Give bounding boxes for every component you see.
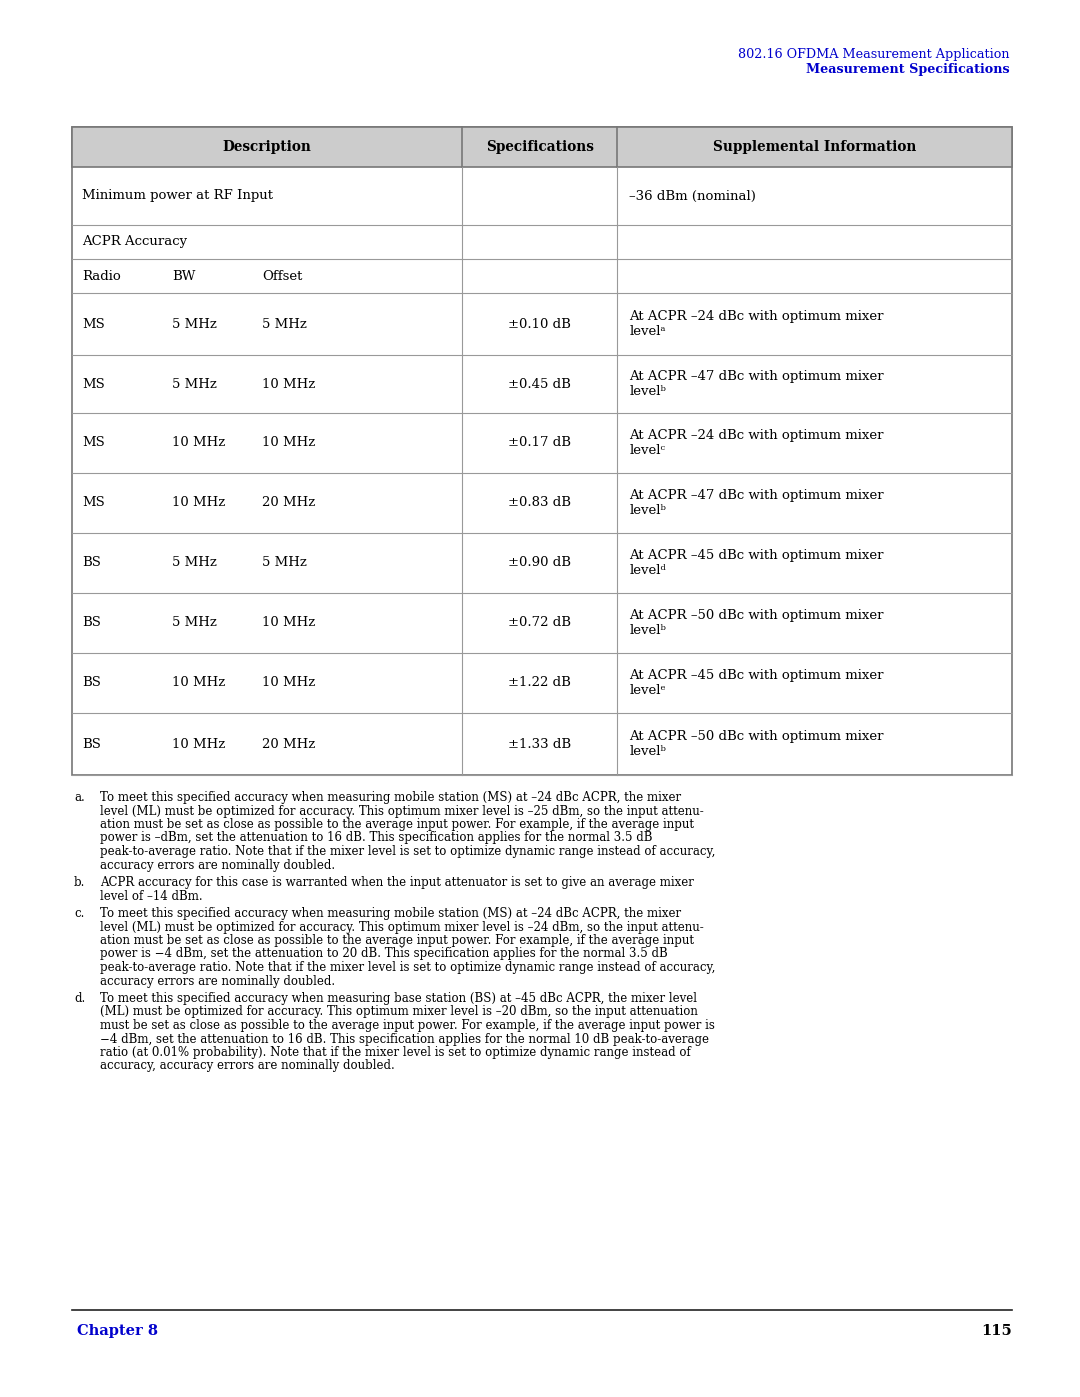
Text: ACPR Accuracy: ACPR Accuracy	[82, 236, 187, 249]
Text: ±0.72 dB: ±0.72 dB	[509, 616, 571, 630]
Text: At ACPR –45 dBc with optimum mixer: At ACPR –45 dBc with optimum mixer	[630, 549, 883, 562]
Text: BS: BS	[82, 738, 100, 750]
Text: 10 MHz: 10 MHz	[262, 676, 315, 690]
Text: At ACPR –24 dBc with optimum mixer: At ACPR –24 dBc with optimum mixer	[630, 429, 883, 441]
Text: 115: 115	[982, 1324, 1012, 1338]
Text: ±0.90 dB: ±0.90 dB	[509, 556, 571, 570]
Text: At ACPR –50 dBc with optimum mixer: At ACPR –50 dBc with optimum mixer	[630, 729, 883, 743]
Text: BS: BS	[82, 556, 100, 570]
Text: d.: d.	[75, 992, 85, 1004]
Text: At ACPR –47 dBc with optimum mixer: At ACPR –47 dBc with optimum mixer	[630, 489, 883, 502]
Text: Offset: Offset	[262, 270, 302, 282]
Text: 5 MHz: 5 MHz	[172, 377, 217, 391]
Text: 20 MHz: 20 MHz	[262, 738, 315, 750]
Text: 10 MHz: 10 MHz	[262, 436, 315, 450]
Text: Minimum power at RF Input: Minimum power at RF Input	[82, 190, 273, 203]
Text: −4 dBm, set the attenuation to 16 dB. This specification applies for the normal : −4 dBm, set the attenuation to 16 dB. Th…	[100, 1032, 708, 1045]
Text: ation must be set as close as possible to the average input power. For example, : ation must be set as close as possible t…	[100, 935, 694, 947]
Text: 5 MHz: 5 MHz	[262, 317, 307, 331]
Text: MS: MS	[82, 377, 105, 391]
Text: ±0.17 dB: ±0.17 dB	[509, 436, 571, 450]
Text: (ML) must be optimized for accuracy. This optimum mixer level is –20 dBm, so the: (ML) must be optimized for accuracy. Thi…	[100, 1006, 698, 1018]
Text: 5 MHz: 5 MHz	[262, 556, 307, 570]
Text: 10 MHz: 10 MHz	[172, 496, 226, 510]
Text: accuracy errors are nominally doubled.: accuracy errors are nominally doubled.	[100, 975, 335, 988]
Text: accuracy errors are nominally doubled.: accuracy errors are nominally doubled.	[100, 859, 335, 872]
Text: 10 MHz: 10 MHz	[172, 436, 226, 450]
Text: levelᵉ: levelᵉ	[630, 685, 666, 697]
Text: 10 MHz: 10 MHz	[262, 377, 315, 391]
Text: level (ML) must be optimized for accuracy. This optimum mixer level is –25 dBm, : level (ML) must be optimized for accurac…	[100, 805, 704, 817]
Text: ±0.83 dB: ±0.83 dB	[509, 496, 571, 510]
Text: power is –dBm, set the attenuation to 16 dB. This specification applies for the : power is –dBm, set the attenuation to 16…	[100, 831, 652, 845]
Text: BS: BS	[82, 676, 100, 690]
Text: levelᵇ: levelᵇ	[630, 745, 666, 759]
Text: levelᵇ: levelᵇ	[630, 386, 666, 398]
Text: MS: MS	[82, 436, 105, 450]
Text: ation must be set as close as possible to the average input power. For example, : ation must be set as close as possible t…	[100, 819, 694, 831]
Text: 10 MHz: 10 MHz	[172, 738, 226, 750]
Text: BS: BS	[82, 616, 100, 630]
Bar	[72, 127, 1012, 168]
Text: accuracy, accuracy errors are nominally doubled.: accuracy, accuracy errors are nominally …	[100, 1059, 395, 1073]
Text: 802.16 OFDMA Measurement Application: 802.16 OFDMA Measurement Application	[739, 47, 1010, 61]
Text: 5 MHz: 5 MHz	[172, 317, 217, 331]
Text: To meet this specified accuracy when measuring mobile station (MS) at –24 dBc AC: To meet this specified accuracy when mea…	[100, 791, 681, 805]
Text: MS: MS	[82, 317, 105, 331]
Text: 5 MHz: 5 MHz	[172, 616, 217, 630]
Text: levelᵃ: levelᵃ	[630, 326, 665, 338]
Text: 10 MHz: 10 MHz	[262, 616, 315, 630]
Text: levelᵈ: levelᵈ	[630, 564, 666, 577]
Text: At ACPR –24 dBc with optimum mixer: At ACPR –24 dBc with optimum mixer	[630, 310, 883, 323]
Text: MS: MS	[82, 496, 105, 510]
Text: power is −4 dBm, set the attenuation to 20 dB. This specification applies for th: power is −4 dBm, set the attenuation to …	[100, 947, 667, 961]
Text: At ACPR –50 dBc with optimum mixer: At ACPR –50 dBc with optimum mixer	[630, 609, 883, 622]
Text: level of –14 dBm.: level of –14 dBm.	[100, 890, 203, 902]
Text: ratio (at 0.01% probability). Note that if the mixer level is set to optimize dy: ratio (at 0.01% probability). Note that …	[100, 1046, 691, 1059]
Text: levelᶜ: levelᶜ	[630, 444, 665, 457]
Text: At ACPR –45 dBc with optimum mixer: At ACPR –45 dBc with optimum mixer	[630, 669, 883, 682]
Text: must be set as close as possible to the average input power. For example, if the: must be set as close as possible to the …	[100, 1018, 715, 1032]
Text: To meet this specified accuracy when measuring base station (BS) at –45 dBc ACPR: To meet this specified accuracy when mea…	[100, 992, 697, 1004]
Text: To meet this specified accuracy when measuring mobile station (MS) at –24 dBc AC: To meet this specified accuracy when mea…	[100, 907, 681, 921]
Text: At ACPR –47 dBc with optimum mixer: At ACPR –47 dBc with optimum mixer	[630, 370, 883, 383]
Text: peak-to-average ratio. Note that if the mixer level is set to optimize dynamic r: peak-to-average ratio. Note that if the …	[100, 961, 715, 974]
Text: b.: b.	[75, 876, 85, 888]
Text: ±0.45 dB: ±0.45 dB	[509, 377, 571, 391]
Text: Specifications: Specifications	[486, 140, 594, 154]
Text: 20 MHz: 20 MHz	[262, 496, 315, 510]
Text: ±1.22 dB: ±1.22 dB	[509, 676, 571, 690]
Text: a.: a.	[75, 791, 84, 805]
Text: 5 MHz: 5 MHz	[172, 556, 217, 570]
Text: Radio: Radio	[82, 270, 121, 282]
Text: levelᵇ: levelᵇ	[630, 504, 666, 517]
Text: BW: BW	[172, 270, 195, 282]
Text: ±0.10 dB: ±0.10 dB	[509, 317, 571, 331]
Text: Chapter 8: Chapter 8	[77, 1324, 158, 1338]
Text: Measurement Specifications: Measurement Specifications	[807, 63, 1010, 75]
Text: peak-to-average ratio. Note that if the mixer level is set to optimize dynamic r: peak-to-average ratio. Note that if the …	[100, 845, 715, 858]
Text: levelᵇ: levelᵇ	[630, 624, 666, 637]
Text: c.: c.	[75, 907, 84, 921]
Text: level (ML) must be optimized for accuracy. This optimum mixer level is –24 dBm, : level (ML) must be optimized for accurac…	[100, 921, 704, 933]
Text: ±1.33 dB: ±1.33 dB	[508, 738, 571, 750]
Text: ACPR accuracy for this case is warranted when the input attenuator is set to giv: ACPR accuracy for this case is warranted…	[100, 876, 693, 888]
Text: Description: Description	[222, 140, 311, 154]
Text: –36 dBm (nominal): –36 dBm (nominal)	[630, 190, 756, 203]
Text: Supplemental Information: Supplemental Information	[713, 140, 916, 154]
Bar	[72, 127, 1012, 775]
Text: 10 MHz: 10 MHz	[172, 676, 226, 690]
